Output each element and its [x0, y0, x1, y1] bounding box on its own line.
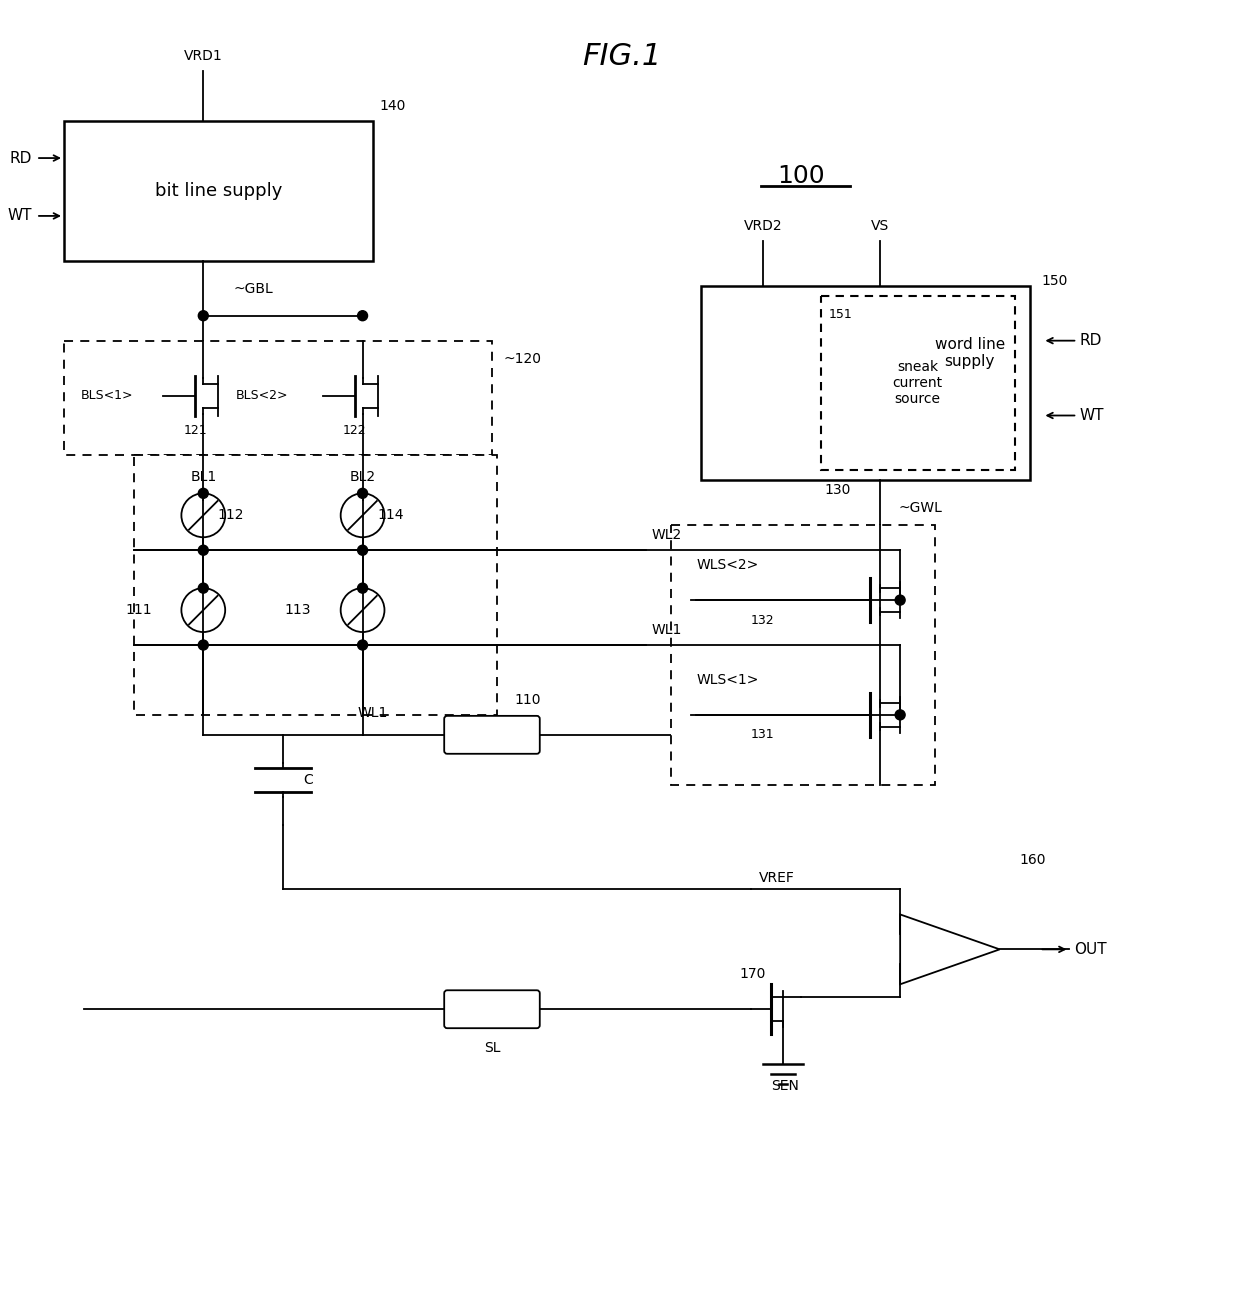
Text: VRD1: VRD1	[184, 49, 223, 64]
Text: BL1: BL1	[190, 470, 217, 484]
Circle shape	[198, 546, 208, 555]
Circle shape	[198, 311, 208, 320]
Text: 131: 131	[750, 728, 775, 741]
Circle shape	[357, 311, 367, 320]
Text: WL1: WL1	[357, 706, 388, 720]
Text: OUT: OUT	[1074, 941, 1107, 957]
Text: WT: WT	[1079, 408, 1104, 423]
Text: 121: 121	[184, 424, 207, 437]
Bar	[64, 341, 492, 456]
Text: 111: 111	[125, 603, 151, 617]
Circle shape	[357, 546, 367, 555]
Text: bit line supply: bit line supply	[155, 182, 281, 201]
Text: SEN: SEN	[771, 1079, 799, 1094]
Text: SL: SL	[484, 1042, 500, 1055]
Text: 130: 130	[825, 483, 851, 497]
Text: 132: 132	[750, 613, 775, 626]
Text: WL1: WL1	[651, 624, 682, 637]
FancyBboxPatch shape	[444, 716, 539, 754]
Text: BL2: BL2	[350, 470, 376, 484]
Circle shape	[198, 488, 208, 499]
Bar	[134, 456, 497, 715]
Text: 140: 140	[379, 99, 405, 113]
Bar	[64, 121, 372, 260]
Text: RD: RD	[1079, 333, 1101, 348]
Circle shape	[198, 641, 208, 650]
Text: VREF: VREF	[759, 871, 795, 884]
Text: 151: 151	[828, 307, 852, 320]
Text: 100: 100	[776, 164, 825, 187]
Circle shape	[198, 583, 208, 594]
Text: ~GWL: ~GWL	[898, 501, 942, 516]
Text: BLS<1>: BLS<1>	[81, 389, 134, 402]
Text: WT: WT	[7, 208, 32, 224]
Bar	[671, 525, 935, 785]
Circle shape	[357, 583, 367, 594]
Text: FIG.1: FIG.1	[582, 42, 661, 70]
Text: RD: RD	[10, 151, 32, 165]
Circle shape	[357, 641, 367, 650]
Text: 150: 150	[1042, 273, 1068, 288]
Text: 114: 114	[377, 508, 404, 522]
Circle shape	[895, 710, 905, 720]
Bar	[701, 285, 1029, 480]
Text: word line
supply: word line supply	[935, 337, 1004, 370]
Text: ~120: ~120	[503, 352, 542, 366]
Text: 170: 170	[739, 967, 766, 982]
Text: WL2: WL2	[651, 529, 682, 542]
Text: WLS<1>: WLS<1>	[696, 673, 759, 687]
Text: 160: 160	[1019, 853, 1047, 867]
Text: sneak
current
source: sneak current source	[893, 359, 942, 406]
Text: VRD2: VRD2	[744, 219, 782, 233]
Text: C: C	[303, 772, 312, 786]
Text: 122: 122	[342, 424, 366, 437]
Text: BLS<2>: BLS<2>	[236, 389, 288, 402]
Text: 110: 110	[515, 693, 542, 707]
FancyBboxPatch shape	[444, 991, 539, 1029]
Bar	[821, 296, 1014, 470]
Text: WLS<2>: WLS<2>	[696, 559, 759, 572]
Circle shape	[895, 595, 905, 605]
Circle shape	[357, 488, 367, 499]
Text: VS: VS	[872, 219, 889, 233]
Text: 113: 113	[285, 603, 311, 617]
Text: ~GBL: ~GBL	[233, 281, 273, 296]
Text: 112: 112	[218, 508, 244, 522]
